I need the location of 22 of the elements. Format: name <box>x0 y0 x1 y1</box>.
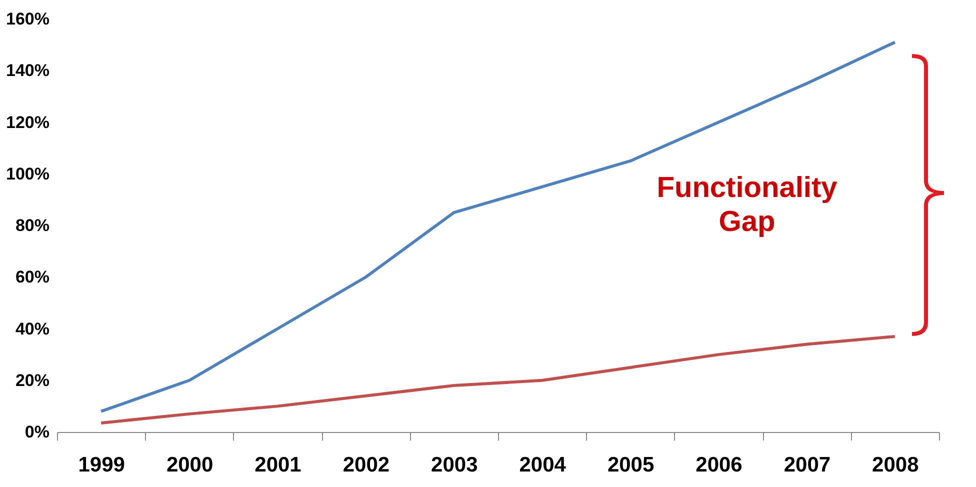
x-tick-label: 2005 <box>607 454 654 476</box>
y-tick-label: 20% <box>15 370 50 390</box>
y-tick-label: 160% <box>6 10 50 28</box>
y-tick-label: 80% <box>15 216 50 235</box>
x-tick-label: 2004 <box>519 454 566 476</box>
y-tick-label: 140% <box>6 61 50 80</box>
x-tick-label: 2001 <box>254 454 302 476</box>
line-series <box>100 40 896 413</box>
y-tick-label: 100% <box>6 164 50 184</box>
annotation: Functionality Gap <box>656 172 838 238</box>
y-tick-label: 60% <box>15 268 50 287</box>
x-tick-label: 2008 <box>872 454 920 476</box>
x-tick-label: 2002 <box>342 454 390 476</box>
y-tick-label: 120% <box>6 112 50 132</box>
y-tick-label: 0% <box>24 422 50 442</box>
x-tick-label: 2000 <box>166 454 214 476</box>
x-tick-label: 2006 <box>696 454 742 476</box>
x-tick-label: 2003 <box>431 454 478 476</box>
x-tick-label: 2007 <box>784 454 831 476</box>
y-tick-label: 40% <box>15 319 50 338</box>
line-series <box>100 334 896 424</box>
x-tick-label: 1999 <box>78 454 125 476</box>
